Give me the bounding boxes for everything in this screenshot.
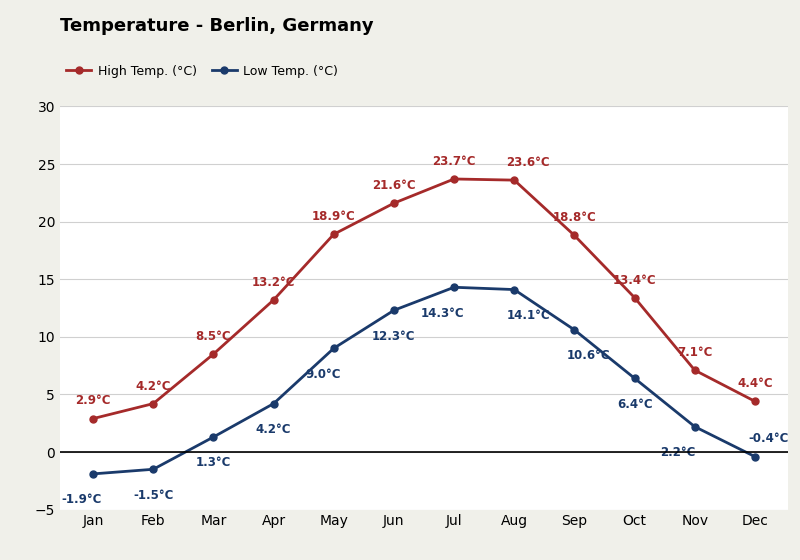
- Low Temp. (°C): [690, 423, 699, 430]
- Text: 6.4°C: 6.4°C: [617, 398, 652, 410]
- Low Temp. (°C): [209, 433, 218, 440]
- Text: 14.1°C: 14.1°C: [506, 309, 550, 322]
- High Temp. (°C): [630, 294, 639, 301]
- Text: 18.9°C: 18.9°C: [312, 210, 356, 223]
- Text: 8.5°C: 8.5°C: [196, 330, 231, 343]
- High Temp. (°C): [88, 415, 98, 422]
- Legend: High Temp. (°C), Low Temp. (°C): High Temp. (°C), Low Temp. (°C): [66, 65, 338, 78]
- Low Temp. (°C): [88, 470, 98, 477]
- Text: 2.9°C: 2.9°C: [75, 394, 111, 408]
- High Temp. (°C): [149, 400, 158, 407]
- Text: 2.2°C: 2.2°C: [660, 446, 696, 459]
- Text: 1.3°C: 1.3°C: [196, 456, 231, 469]
- Text: -1.5°C: -1.5°C: [133, 489, 174, 502]
- Text: Temperature - Berlin, Germany: Temperature - Berlin, Germany: [60, 17, 374, 35]
- Text: 12.3°C: 12.3°C: [372, 330, 416, 343]
- High Temp. (°C): [510, 177, 519, 184]
- Text: 13.4°C: 13.4°C: [613, 273, 656, 287]
- Low Temp. (°C): [450, 284, 459, 291]
- Low Temp. (°C): [269, 400, 278, 407]
- Text: 10.6°C: 10.6°C: [566, 349, 610, 362]
- High Temp. (°C): [269, 297, 278, 304]
- Low Temp. (°C): [570, 326, 579, 333]
- High Temp. (°C): [450, 176, 459, 183]
- Low Temp. (°C): [630, 375, 639, 381]
- Text: -0.4°C: -0.4°C: [749, 432, 789, 446]
- Line: Low Temp. (°C): Low Temp. (°C): [90, 284, 758, 477]
- High Temp. (°C): [389, 200, 398, 207]
- Low Temp. (°C): [510, 286, 519, 293]
- Low Temp. (°C): [750, 453, 760, 460]
- Text: 14.3°C: 14.3°C: [421, 307, 465, 320]
- High Temp. (°C): [329, 231, 338, 237]
- High Temp. (°C): [570, 232, 579, 239]
- Low Temp. (°C): [389, 307, 398, 314]
- Text: 4.2°C: 4.2°C: [256, 423, 291, 436]
- Text: 23.6°C: 23.6°C: [506, 156, 550, 169]
- Text: 21.6°C: 21.6°C: [372, 179, 416, 192]
- Text: 18.8°C: 18.8°C: [553, 211, 596, 225]
- Line: High Temp. (°C): High Temp. (°C): [90, 175, 758, 422]
- Text: 23.7°C: 23.7°C: [432, 155, 476, 168]
- Text: 7.1°C: 7.1°C: [677, 346, 713, 359]
- High Temp. (°C): [690, 367, 699, 374]
- Text: 4.4°C: 4.4°C: [737, 377, 773, 390]
- High Temp. (°C): [209, 351, 218, 357]
- Text: -1.9°C: -1.9°C: [62, 493, 102, 506]
- Low Temp. (°C): [329, 345, 338, 352]
- Text: 4.2°C: 4.2°C: [135, 380, 171, 393]
- Low Temp. (°C): [149, 466, 158, 473]
- Text: 13.2°C: 13.2°C: [252, 276, 295, 289]
- High Temp. (°C): [750, 398, 760, 405]
- Text: 9.0°C: 9.0°C: [305, 368, 340, 381]
